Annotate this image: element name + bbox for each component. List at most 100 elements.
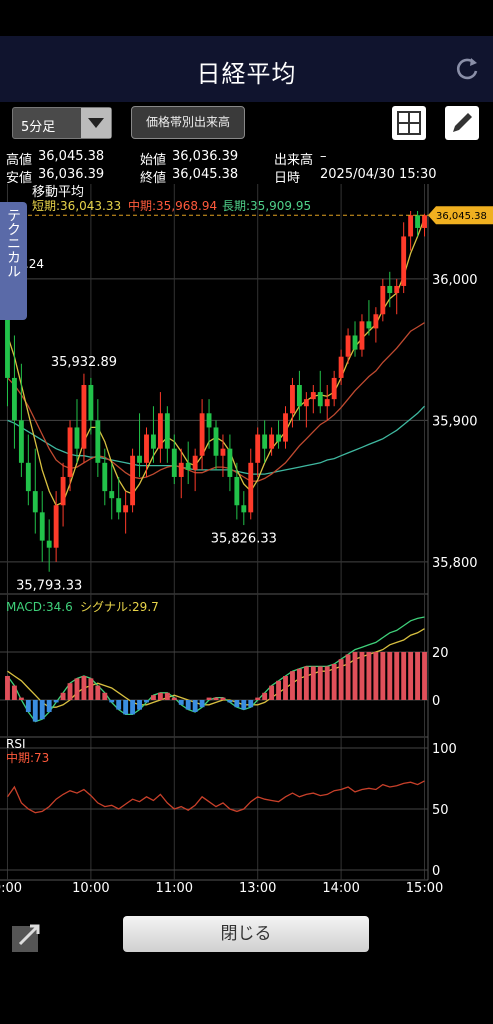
macd-histogram-bar <box>394 652 400 700</box>
price-annotation: 35,793.33 <box>16 578 82 593</box>
close-button[interactable]: 閉じる <box>123 916 369 952</box>
time-tick-label: 10:00 <box>72 881 109 896</box>
candle-body <box>199 413 205 456</box>
interval-select[interactable]: 5分足 <box>12 107 112 139</box>
candle-body <box>234 476 240 506</box>
candle-body <box>116 498 122 513</box>
macd-histogram-bar <box>373 652 379 700</box>
macd-histogram-bar <box>359 652 365 700</box>
volume-by-price-button[interactable]: 価格帯別出来高 <box>131 106 245 139</box>
macd-histogram-bar <box>18 697 24 700</box>
macd-histogram-bar <box>422 652 427 700</box>
macd-histogram-bar <box>171 697 177 700</box>
candle-body <box>185 462 191 470</box>
macd-histogram-bar <box>32 700 38 722</box>
low-label: 安値 <box>6 171 33 186</box>
layout-grid-button[interactable] <box>392 106 426 140</box>
candle-body <box>394 285 400 294</box>
ma-mid-label: 中期:35,968.94 <box>128 198 217 213</box>
macd-histogram-bar <box>116 700 122 710</box>
candle-body <box>151 434 156 449</box>
rsi-tick-label: 100 <box>432 742 457 757</box>
back-icon[interactable] <box>10 916 48 954</box>
price-tick-label: 35,800 <box>432 556 478 571</box>
pencil-icon <box>453 113 472 132</box>
close-label: 終値 <box>140 171 167 186</box>
macd-histogram-bar <box>248 700 254 708</box>
candle-body <box>74 427 80 449</box>
candle-body <box>67 427 73 477</box>
candle-body <box>408 215 414 237</box>
high-label: 高値 <box>6 153 33 168</box>
candle-body <box>157 413 163 449</box>
macd-histogram-bar <box>269 685 275 700</box>
candle-body <box>296 385 302 407</box>
candle-body <box>137 455 142 463</box>
candle-body <box>46 540 52 548</box>
volume-label: 出来高 <box>274 153 314 168</box>
price-tick-label: 36,000 <box>432 273 478 288</box>
macd-histogram-bar <box>234 700 240 708</box>
candle-body <box>25 462 31 492</box>
macd-histogram-bar <box>199 700 205 708</box>
draw-button[interactable] <box>445 106 479 140</box>
candle-body <box>123 505 129 513</box>
candle-body <box>373 314 379 329</box>
candle-body <box>303 399 309 407</box>
open-value: 36,036.39 <box>172 149 239 164</box>
current-price-label: 36,045.38 <box>436 211 487 222</box>
candle-body <box>290 385 295 414</box>
macd-histogram-bar <box>67 683 73 700</box>
time-tick-label: 9:00 <box>0 881 22 896</box>
low-value: 36,036.39 <box>38 167 105 182</box>
macd-histogram-bar <box>338 659 344 700</box>
rsi-mid-label: 中期:73 <box>6 750 49 765</box>
macd-histogram-bar <box>206 697 212 700</box>
status-bar <box>0 0 493 36</box>
rsi-title: RSI <box>6 737 26 751</box>
candle-body <box>227 448 233 477</box>
macd-histogram-bar <box>317 666 323 700</box>
candle-body <box>5 293 10 378</box>
candle-body <box>178 462 184 477</box>
candle-body <box>192 455 198 470</box>
macd-histogram-bar <box>296 668 302 700</box>
candle-body <box>422 215 427 228</box>
macd-histogram-bar <box>283 676 288 700</box>
datetime-value: 2025/04/30 15:30 <box>320 167 437 182</box>
candle-body <box>18 420 24 463</box>
price-annotation: 35,826.33 <box>211 532 277 547</box>
time-tick-label: 14:00 <box>322 881 359 896</box>
macd-histogram-bar <box>39 700 45 720</box>
candle-body <box>95 420 101 463</box>
candle-body <box>324 399 330 407</box>
candle-body <box>144 434 149 463</box>
macd-histogram-bar <box>102 692 108 700</box>
macd-histogram-bar <box>151 695 156 700</box>
refresh-icon[interactable] <box>452 54 482 84</box>
candle-body <box>241 505 247 513</box>
technical-tab[interactable]: テクニカル <box>0 202 27 320</box>
ma-title: 移動平均 <box>32 185 84 200</box>
macd-histogram-bar <box>157 692 163 700</box>
current-price-tag <box>428 206 493 225</box>
macd-histogram-bar <box>11 685 17 700</box>
ma-long-label: 長期:35,909.95 <box>222 199 311 213</box>
candle-body <box>387 285 393 294</box>
macd-histogram-bar <box>144 700 149 703</box>
rsi-tick-label: 50 <box>432 803 449 818</box>
ma-short-label: 短期:36,043.33 <box>32 199 121 213</box>
candle-body <box>366 321 372 329</box>
candle-body <box>60 476 66 506</box>
high-value: 36,045.38 <box>38 149 105 164</box>
macd-histogram-bar <box>380 652 386 700</box>
macd-histogram-bar <box>227 700 233 703</box>
macd-histogram-bar <box>290 671 295 700</box>
macd-histogram-bar <box>164 692 170 700</box>
price-chart[interactable]: 36,000 35,900 35,800 9:00 10:00 11:00 13:00 14:… <box>0 184 493 900</box>
macd-histogram-bar <box>345 654 351 700</box>
macd-histogram-bar <box>213 697 219 700</box>
time-tick-label: 13:00 <box>239 881 276 896</box>
chevron-down-icon <box>81 108 111 138</box>
macd-histogram-bar <box>123 700 129 715</box>
